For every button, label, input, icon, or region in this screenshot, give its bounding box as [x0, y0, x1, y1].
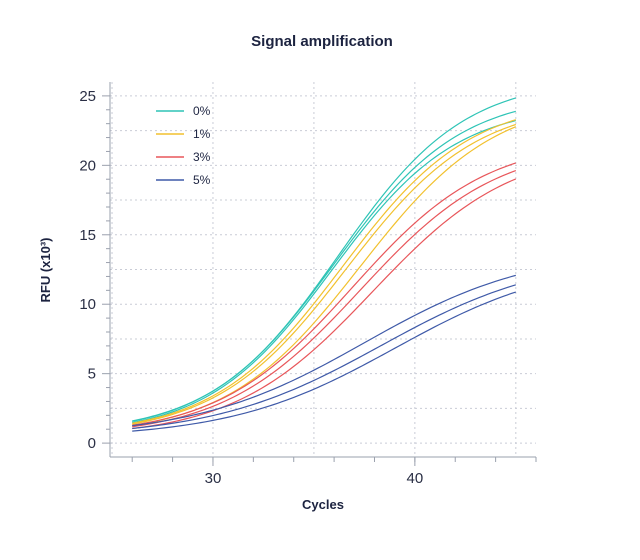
axes: 0 5 10 15 20 25 30 40: [79, 82, 537, 487]
y-tick-label: 10: [79, 296, 96, 313]
series-line-5pct: [132, 274, 516, 427]
y-tick-label: 20: [79, 157, 96, 174]
x-tick-label: 40: [407, 470, 424, 487]
grid: [110, 82, 536, 457]
y-tick-label: 15: [79, 227, 96, 244]
series-line-0pct: [132, 119, 516, 424]
legend-label: 5%: [193, 173, 211, 187]
legend-label: 0%: [193, 104, 211, 118]
curves: [132, 97, 517, 432]
series-line-1pct: [132, 123, 517, 425]
series-line-3pct: [132, 170, 517, 428]
series-line-0pct: [132, 110, 516, 422]
series-line-5pct: [132, 291, 517, 432]
series-line-3pct: [132, 178, 517, 430]
legend-label: 1%: [193, 127, 211, 141]
series-line-3pct: [132, 162, 517, 426]
y-axis-label: RFU (x10³): [38, 237, 53, 302]
y-tick-label: 0: [88, 435, 96, 452]
legend: 0% 1% 3% 5%: [156, 104, 211, 187]
x-axis-label: Cycles: [302, 497, 344, 512]
y-tick-label: 25: [79, 88, 96, 105]
chart-title: Signal amplification: [251, 33, 393, 50]
legend-label: 3%: [193, 150, 211, 164]
x-tick-label: 30: [205, 470, 222, 487]
series-line-1pct: [132, 119, 516, 424]
y-tick-label: 5: [88, 366, 96, 383]
series-line-5pct: [132, 284, 516, 430]
